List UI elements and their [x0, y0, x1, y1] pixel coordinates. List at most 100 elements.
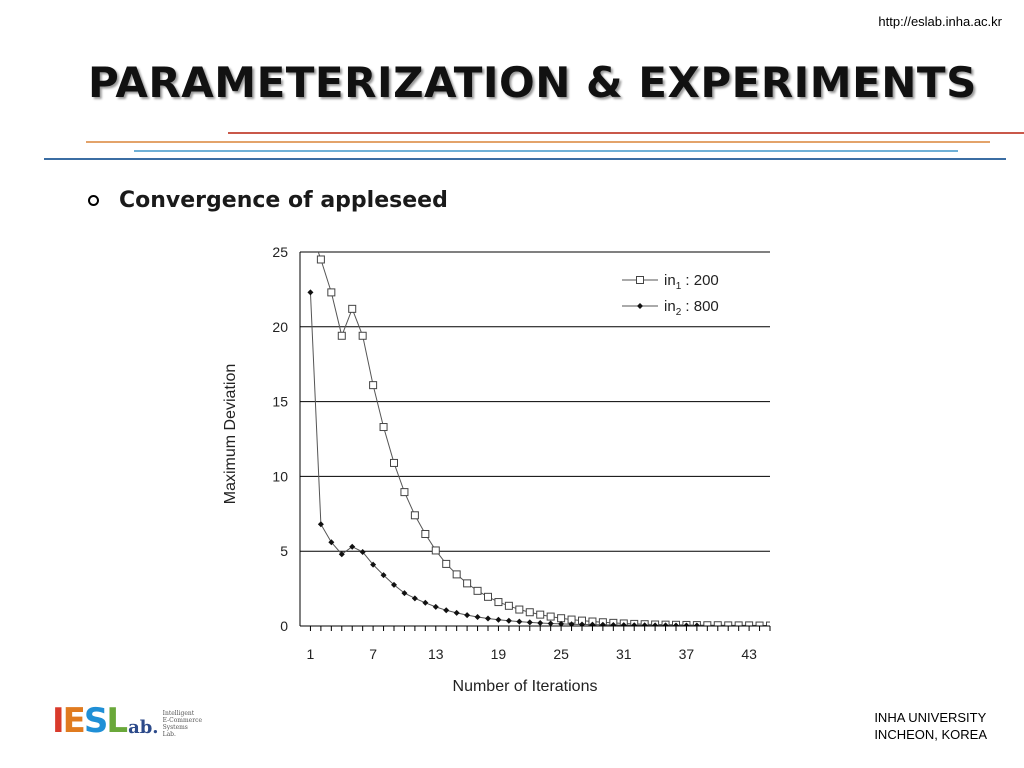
data-point [421, 529, 430, 538]
data-point [713, 621, 722, 626]
data-point [683, 622, 690, 626]
data-point [400, 488, 409, 497]
y-axis-label: Maximum Deviation [222, 364, 239, 504]
bullet-item: Convergence of appleseed [88, 188, 448, 213]
data-point [337, 331, 346, 340]
data-point [589, 621, 596, 626]
data-point [358, 331, 367, 340]
data-point [443, 607, 450, 614]
x-tick-label: 43 [741, 646, 757, 662]
x-tick-label: 13 [428, 646, 444, 662]
data-point [348, 304, 357, 313]
x-tick-label: 37 [679, 646, 695, 662]
data-point [724, 621, 733, 626]
data-point [464, 612, 471, 619]
data-point [703, 621, 712, 626]
data-point [610, 621, 617, 626]
data-point [525, 608, 534, 617]
data-point [494, 598, 503, 607]
data-point [495, 616, 502, 623]
data-point [338, 551, 345, 558]
data-point [442, 559, 451, 568]
data-point [474, 614, 481, 621]
y-tick-label: 0 [280, 618, 288, 634]
data-point [599, 621, 606, 626]
data-point [307, 289, 314, 296]
title-rule [44, 158, 1006, 160]
logo-letters: IESL [52, 701, 128, 741]
slide-title: PARAMETERIZATION & EXPERIMENTS [88, 58, 977, 107]
data-point [401, 590, 408, 597]
bullet-circle-icon [88, 195, 99, 206]
data-point [547, 620, 554, 626]
data-point [410, 511, 419, 520]
data-point [327, 288, 336, 297]
y-tick-label: 5 [280, 543, 288, 559]
logo-suffix: ab. [128, 717, 159, 738]
data-point [620, 622, 627, 626]
y-tick-label: 10 [272, 468, 288, 484]
x-tick-label: 1 [307, 646, 315, 662]
x-tick-label: 7 [369, 646, 377, 662]
data-point [411, 595, 418, 602]
data-point [328, 539, 335, 546]
x-tick-label: 31 [616, 646, 632, 662]
data-point [536, 610, 545, 619]
x-tick-label: 25 [553, 646, 569, 662]
data-point [558, 620, 565, 626]
series-line [317, 252, 770, 626]
data-point [641, 622, 648, 626]
data-point [432, 603, 439, 610]
data-point [431, 546, 440, 555]
data-point [369, 381, 378, 390]
data-point [568, 621, 575, 626]
data-point [485, 615, 491, 622]
legend-diamond-icon [637, 303, 643, 309]
convergence-chart: 0 5 10 15 20 25 1 7 13 19 25 31 37 43 Number of Iterat… [222, 244, 771, 695]
ieslab-logo: IESL ab. Intelligent E-Commerce Systems Lab… [52, 704, 202, 738]
legend-label: in2 : 800 [664, 298, 719, 318]
data-point [537, 620, 544, 626]
data-point [516, 618, 523, 625]
data-point [526, 619, 533, 626]
data-point [390, 458, 398, 467]
data-point [452, 570, 461, 579]
data-point [745, 621, 754, 626]
data-point [317, 521, 324, 528]
data-point [505, 617, 512, 624]
logo-acronym: Intelligent E-Commerce Systems Lab. [162, 710, 203, 738]
footer-address: INHA UNIVERSITY INCHEON, KOREA [874, 709, 987, 743]
data-point [379, 423, 388, 432]
data-point [504, 601, 513, 610]
y-tick-label: 25 [272, 244, 288, 260]
data-point [484, 592, 492, 601]
series-line [309, 292, 697, 626]
footer-city: INCHEON, KOREA [874, 727, 987, 742]
data-point [422, 599, 429, 606]
x-tick-label: 19 [491, 646, 507, 662]
footer-university: INHA UNIVERSITY [874, 710, 987, 725]
title-rule [86, 141, 990, 143]
data-point [370, 561, 377, 568]
data-point [380, 572, 387, 579]
data-point [453, 609, 460, 616]
legend-square-icon [636, 276, 644, 284]
data-point [693, 622, 700, 626]
x-axis-label: Number of Iterations [453, 678, 598, 695]
data-point [391, 581, 397, 588]
data-point [652, 622, 659, 626]
title-rule [228, 132, 1024, 134]
data-point [734, 621, 743, 626]
data-point [349, 543, 356, 550]
y-tick-label: 15 [272, 394, 288, 410]
data-point [579, 621, 585, 626]
data-point [515, 605, 524, 614]
data-point [546, 612, 555, 621]
data-point [463, 579, 472, 588]
header-url: http://eslab.inha.ac.kr [878, 14, 1002, 29]
data-point [673, 622, 679, 626]
data-point [316, 255, 325, 264]
data-point [359, 548, 366, 555]
title-rule [134, 150, 958, 152]
y-tick-label: 20 [272, 319, 288, 335]
